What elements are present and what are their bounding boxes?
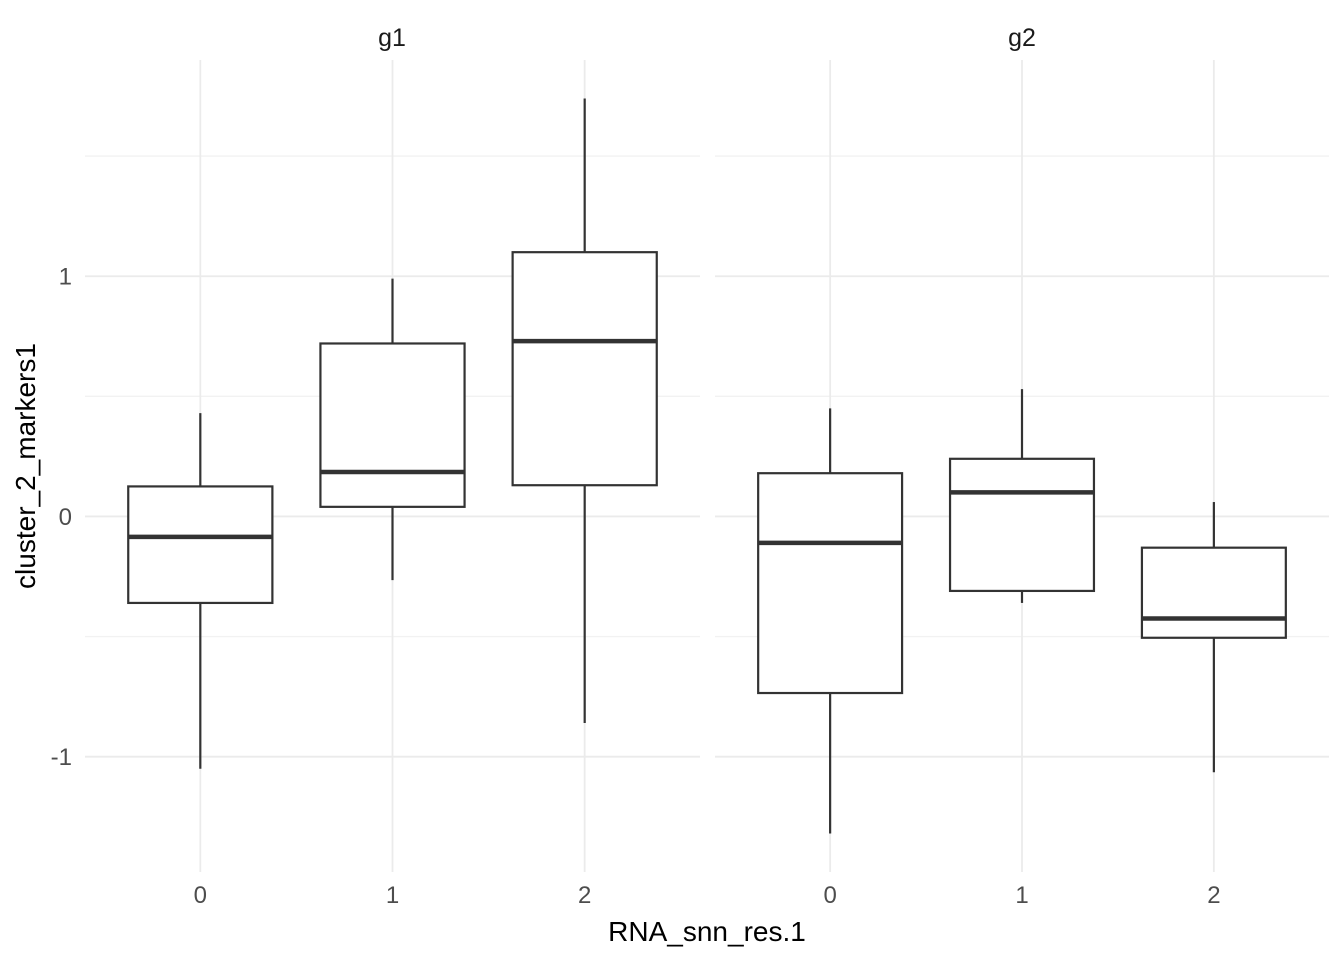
y-axis-title: cluster_2_markers1 [10,343,41,589]
y-tick-label: 1 [59,264,72,291]
x-axis-title: RNA_snn_res.1 [608,916,806,947]
x-tick-label: 2 [1207,882,1220,909]
boxplot-box [1140,546,1287,639]
boxplot-box [127,485,274,605]
y-tick-label: -1 [51,744,72,771]
x-tick-label: 1 [1015,882,1028,909]
boxplot-box [948,457,1096,593]
facet-strip-label-g1: g1 [378,24,406,52]
x-tick-label: 0 [194,882,207,909]
y-tick-label: 0 [59,504,72,531]
boxplot-box [757,472,904,695]
boxplot-box [511,251,658,487]
x-tick-label: 2 [578,882,591,909]
facet-strip-label-g2: g2 [1008,24,1036,52]
x-tick-label: 0 [823,882,836,909]
x-tick-label: 1 [386,882,399,909]
boxplot-box [319,342,466,508]
